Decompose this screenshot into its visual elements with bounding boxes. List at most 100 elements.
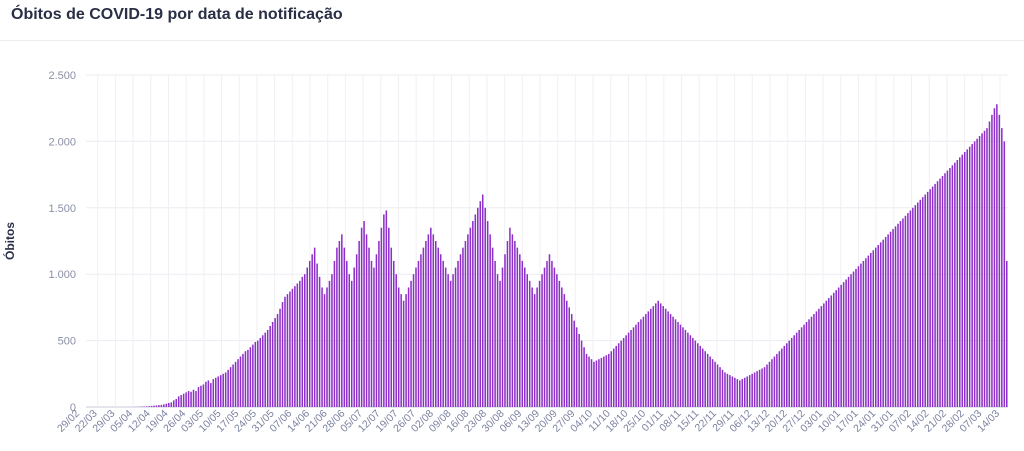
bar	[776, 353, 778, 407]
bar	[778, 351, 781, 407]
bar	[899, 221, 902, 407]
bar	[669, 314, 672, 407]
bar	[825, 300, 828, 407]
bar	[501, 267, 504, 407]
bar	[190, 391, 192, 407]
bar	[232, 364, 234, 407]
bar	[889, 231, 892, 407]
bar	[561, 287, 563, 407]
y-axis-label: Óbitos	[2, 222, 17, 260]
bar	[963, 152, 966, 407]
bar	[828, 298, 830, 407]
bar	[768, 361, 771, 407]
bar	[907, 213, 909, 407]
bar	[439, 254, 442, 407]
bar	[855, 268, 857, 407]
bar	[894, 226, 897, 407]
bar	[217, 376, 220, 407]
bar	[509, 227, 511, 407]
bar	[659, 303, 662, 407]
bar	[175, 399, 177, 407]
bar	[417, 260, 420, 407]
bar	[662, 306, 664, 407]
bar	[857, 266, 860, 407]
bar	[931, 186, 934, 407]
bar	[874, 247, 877, 407]
bar	[415, 267, 417, 407]
bar	[1001, 128, 1003, 407]
bar	[731, 376, 734, 407]
bar	[556, 274, 558, 407]
bar	[264, 332, 266, 407]
bar	[370, 260, 373, 407]
bar	[667, 311, 669, 407]
bar	[630, 329, 632, 407]
bar	[968, 146, 971, 407]
bar	[373, 267, 375, 407]
bar	[625, 335, 627, 407]
bar	[350, 280, 353, 407]
bar	[378, 241, 380, 407]
bar	[375, 254, 378, 407]
bar	[1003, 141, 1006, 407]
bar	[410, 280, 412, 407]
bar	[172, 400, 175, 407]
bar	[289, 291, 291, 407]
bar	[679, 324, 682, 407]
bar	[402, 300, 405, 407]
bar	[242, 353, 244, 407]
bar	[573, 320, 575, 407]
bar	[388, 227, 390, 407]
bar	[790, 337, 793, 407]
bar	[425, 241, 427, 407]
bar	[442, 260, 444, 407]
bar	[706, 353, 709, 407]
bar	[845, 279, 847, 407]
bar	[553, 267, 556, 407]
bar	[444, 267, 447, 407]
bar	[929, 189, 931, 407]
bar	[642, 316, 645, 407]
bar	[160, 404, 163, 407]
bar	[266, 329, 269, 407]
bar	[316, 263, 318, 407]
bar	[647, 311, 650, 407]
bar	[716, 364, 719, 407]
bar	[585, 353, 588, 407]
bar	[1005, 260, 1008, 407]
bar	[954, 162, 956, 407]
bar	[946, 170, 949, 407]
bar	[657, 300, 659, 407]
bar	[608, 353, 610, 407]
bar	[689, 335, 692, 407]
bar	[474, 214, 477, 407]
bar	[452, 274, 454, 407]
bar	[210, 383, 212, 407]
bar	[808, 319, 810, 407]
bar	[761, 368, 763, 407]
bar	[578, 333, 580, 407]
bar	[598, 359, 600, 407]
bar	[847, 276, 850, 407]
bar	[360, 227, 363, 407]
bar	[763, 367, 766, 407]
bar	[721, 369, 724, 407]
bar	[617, 343, 620, 407]
bar	[650, 308, 652, 407]
bar	[185, 392, 187, 407]
bar	[197, 387, 200, 407]
bar	[261, 335, 264, 407]
bar	[998, 114, 1001, 407]
bar	[430, 227, 432, 407]
bar	[798, 329, 800, 407]
bar	[249, 347, 252, 407]
bar	[247, 349, 249, 407]
bar	[148, 406, 150, 407]
bar	[771, 359, 773, 407]
bar	[852, 271, 855, 407]
bar	[701, 348, 704, 407]
y-tick-label: 1.500	[48, 203, 76, 215]
bar	[887, 234, 889, 407]
bar	[746, 376, 748, 407]
bar	[558, 280, 561, 407]
